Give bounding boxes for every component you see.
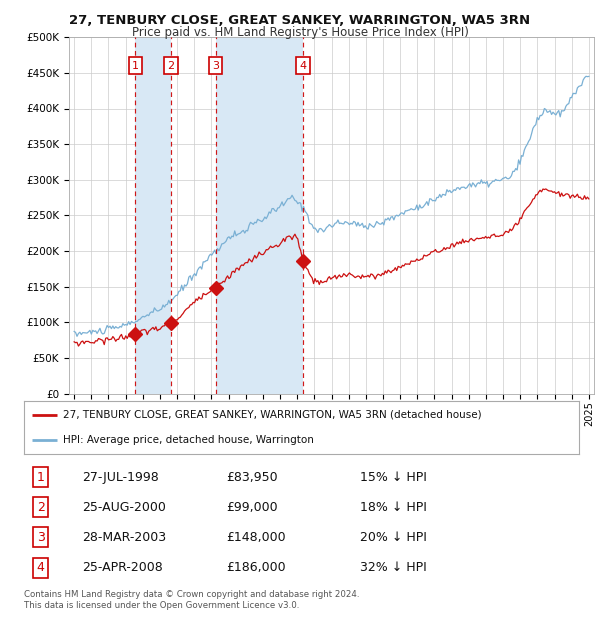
Text: £83,950: £83,950 bbox=[227, 471, 278, 484]
Text: 1: 1 bbox=[37, 471, 44, 484]
Text: 32% ↓ HPI: 32% ↓ HPI bbox=[360, 561, 427, 574]
Text: £186,000: £186,000 bbox=[227, 561, 286, 574]
Text: Price paid vs. HM Land Registry's House Price Index (HPI): Price paid vs. HM Land Registry's House … bbox=[131, 26, 469, 39]
Bar bbox=[215, 37, 302, 394]
Text: £99,000: £99,000 bbox=[227, 501, 278, 514]
Text: 2: 2 bbox=[167, 61, 175, 71]
Text: 1: 1 bbox=[132, 61, 139, 71]
Text: 15% ↓ HPI: 15% ↓ HPI bbox=[360, 471, 427, 484]
Text: Contains HM Land Registry data © Crown copyright and database right 2024.
This d: Contains HM Land Registry data © Crown c… bbox=[24, 590, 359, 609]
Text: HPI: Average price, detached house, Warrington: HPI: Average price, detached house, Warr… bbox=[63, 435, 314, 445]
Text: £148,000: £148,000 bbox=[227, 531, 286, 544]
Text: 20% ↓ HPI: 20% ↓ HPI bbox=[360, 531, 427, 544]
Text: 28-MAR-2003: 28-MAR-2003 bbox=[82, 531, 166, 544]
Bar bbox=[136, 37, 171, 394]
Text: 3: 3 bbox=[212, 61, 219, 71]
Text: 18% ↓ HPI: 18% ↓ HPI bbox=[360, 501, 427, 514]
Text: 4: 4 bbox=[299, 61, 306, 71]
Text: 27, TENBURY CLOSE, GREAT SANKEY, WARRINGTON, WA5 3RN: 27, TENBURY CLOSE, GREAT SANKEY, WARRING… bbox=[70, 14, 530, 27]
Text: 2: 2 bbox=[37, 501, 44, 514]
Text: 3: 3 bbox=[37, 531, 44, 544]
Text: 27-JUL-1998: 27-JUL-1998 bbox=[82, 471, 159, 484]
Text: 4: 4 bbox=[37, 561, 44, 574]
Text: 27, TENBURY CLOSE, GREAT SANKEY, WARRINGTON, WA5 3RN (detached house): 27, TENBURY CLOSE, GREAT SANKEY, WARRING… bbox=[63, 410, 481, 420]
Text: 25-AUG-2000: 25-AUG-2000 bbox=[82, 501, 166, 514]
Text: 25-APR-2008: 25-APR-2008 bbox=[82, 561, 163, 574]
